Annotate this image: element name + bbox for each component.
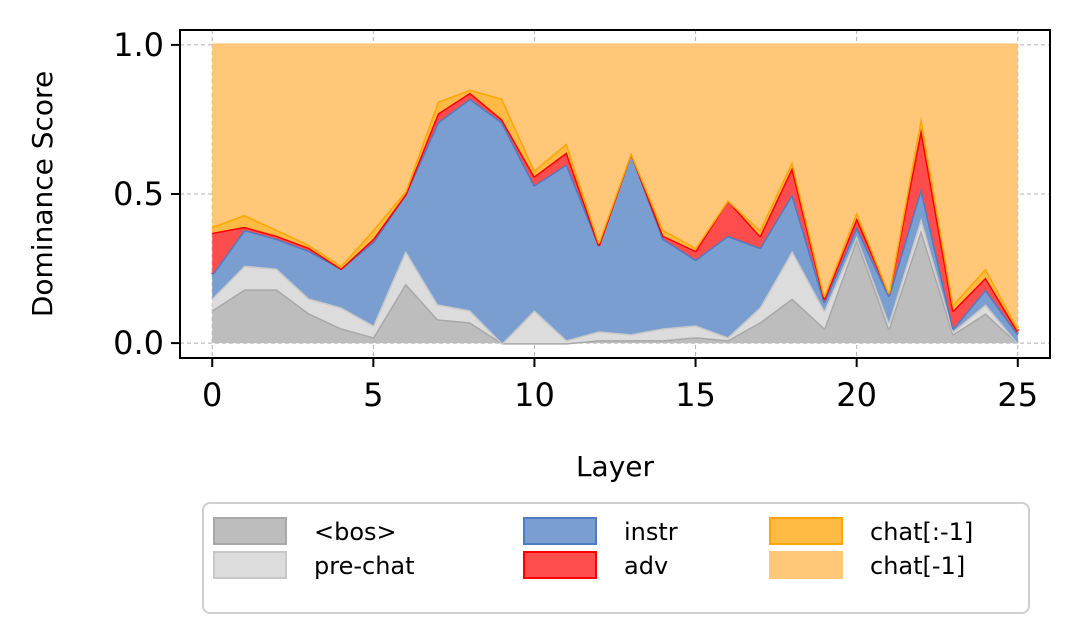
area-series-2	[212, 98, 1018, 344]
x-axis-label: Layer	[576, 450, 655, 483]
legend-swatch	[769, 517, 843, 545]
area-series-3	[212, 92, 1018, 335]
legend-label: chat[:-1]	[870, 518, 973, 546]
x-tick-label: 15	[675, 376, 716, 414]
legend-label: chat[-1]	[870, 552, 965, 580]
legend-label: pre-chat	[314, 552, 415, 580]
y-axis-label: Dominance Score	[26, 71, 59, 317]
x-tick-label: 5	[363, 376, 383, 414]
stacked-areas	[210, 43, 1020, 345]
y-tick-label: 0.5	[113, 175, 164, 213]
x-tick-label: 20	[836, 376, 877, 414]
legend-swatch	[523, 551, 597, 579]
area-series-1	[212, 217, 1018, 344]
legend-label: adv	[624, 552, 668, 580]
legend-swatch	[769, 551, 843, 579]
ticks: 0 5 10 15 20 25 0.0 0.5 1.0	[113, 26, 1038, 414]
area-series-5	[212, 44, 1018, 329]
legend: <bos> pre-chat instr adv chat[:-1] chat[-1]	[202, 502, 1030, 614]
x-tick-label: 0	[202, 376, 222, 414]
y-tick-label: 0.0	[113, 324, 164, 362]
legend-label: instr	[624, 518, 678, 546]
area-series-0	[212, 229, 1018, 344]
y-tick-label: 1.0	[113, 26, 164, 64]
x-tick-label: 25	[997, 376, 1038, 414]
legend-swatch	[523, 517, 597, 545]
x-tick-label: 10	[514, 376, 555, 414]
legend-swatch	[213, 551, 287, 579]
legend-label: <bos>	[314, 518, 397, 546]
legend-swatch	[213, 517, 287, 545]
